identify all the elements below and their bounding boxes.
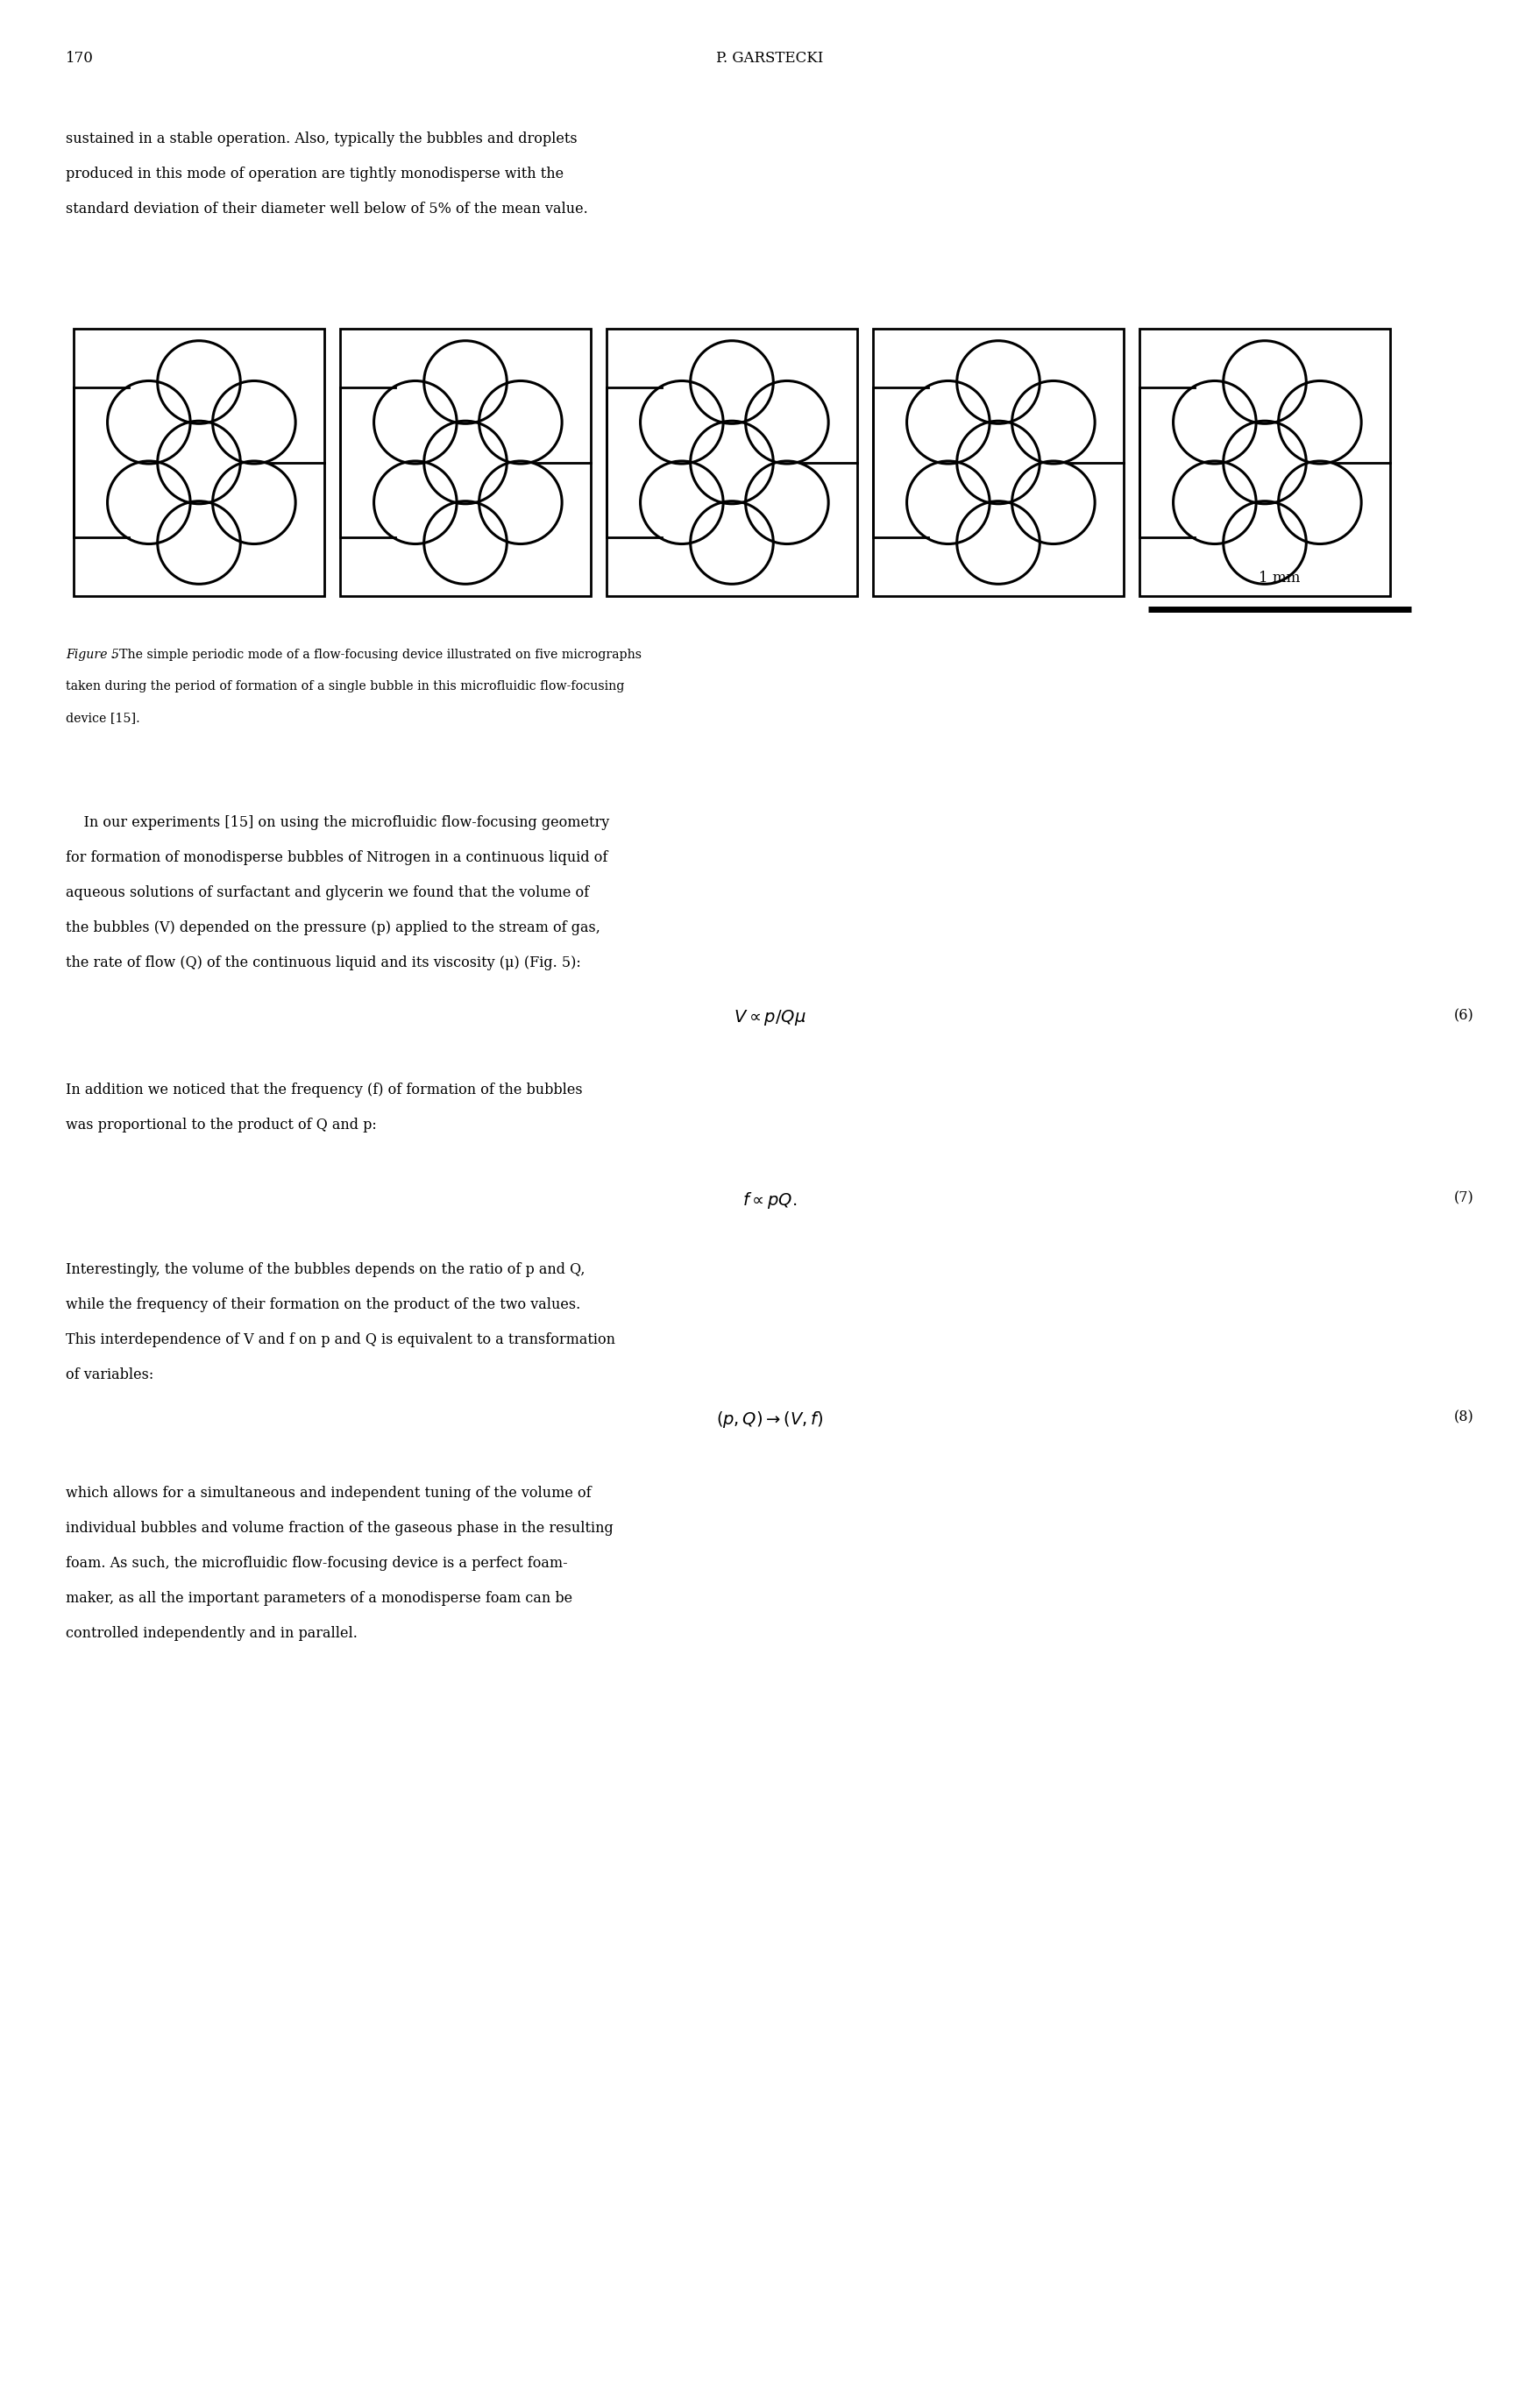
Text: for formation of monodisperse bubbles of Nitrogen in a continuous liquid of: for formation of monodisperse bubbles of… <box>66 850 608 864</box>
Bar <box>1140 329 1391 595</box>
Text: 1 mm: 1 mm <box>1258 571 1300 586</box>
Text: sustained in a stable operation. Also, typically the bubbles and droplets: sustained in a stable operation. Also, t… <box>66 132 578 146</box>
Text: individual bubbles and volume fraction of the gaseous phase in the resulting: individual bubbles and volume fraction o… <box>66 1522 613 1536</box>
Text: $f \propto pQ.$: $f \propto pQ.$ <box>742 1190 798 1210</box>
Text: P. GARSTECKI: P. GARSTECKI <box>716 50 824 65</box>
Bar <box>607 329 858 595</box>
Text: aqueous solutions of surfactant and glycerin we found that the volume of: aqueous solutions of surfactant and glyc… <box>66 886 590 900</box>
Text: In our experiments [15] on using the microfluidic flow-focusing geometry: In our experiments [15] on using the mic… <box>66 816 610 830</box>
Text: $V \propto p/Q\mu$: $V \propto p/Q\mu$ <box>733 1008 807 1027</box>
Text: was proportional to the product of Q and p:: was proportional to the product of Q and… <box>66 1118 377 1133</box>
Text: which allows for a simultaneous and independent tuning of the volume of: which allows for a simultaneous and inde… <box>66 1486 591 1500</box>
Text: device [15].: device [15]. <box>66 713 140 725</box>
Text: (6): (6) <box>1454 1008 1474 1022</box>
Text: In addition we noticed that the frequency (f) of formation of the bubbles: In addition we noticed that the frequenc… <box>66 1082 582 1097</box>
Text: (8): (8) <box>1454 1409 1474 1423</box>
Text: This interdependence of V and f on p and Q is equivalent to a transformation: This interdependence of V and f on p and… <box>66 1332 616 1346</box>
Text: the bubbles (V) depended on the pressure (p) applied to the stream of gas,: the bubbles (V) depended on the pressure… <box>66 919 601 936</box>
Bar <box>340 329 591 595</box>
Text: taken during the period of formation of a single bubble in this microfluidic flo: taken during the period of formation of … <box>66 679 624 694</box>
Text: while the frequency of their formation on the product of the two values.: while the frequency of their formation o… <box>66 1298 581 1313</box>
Text: . The simple periodic mode of a flow-focusing device illustrated on five microgr: . The simple periodic mode of a flow-foc… <box>111 648 642 660</box>
Text: standard deviation of their diameter well below of 5% of the mean value.: standard deviation of their diameter wel… <box>66 202 588 216</box>
Text: foam. As such, the microfluidic flow-focusing device is a perfect foam-: foam. As such, the microfluidic flow-foc… <box>66 1555 568 1570</box>
Bar <box>74 329 325 595</box>
Bar <box>873 329 1124 595</box>
Text: (7): (7) <box>1454 1190 1474 1205</box>
Text: 170: 170 <box>66 50 94 65</box>
Text: maker, as all the important parameters of a monodisperse foam can be: maker, as all the important parameters o… <box>66 1591 573 1606</box>
Text: produced in this mode of operation are tightly monodisperse with the: produced in this mode of operation are t… <box>66 166 564 182</box>
Text: Figure 5: Figure 5 <box>66 648 119 660</box>
Text: of variables:: of variables: <box>66 1368 154 1382</box>
Text: $(p, Q) \rightarrow (V, f)$: $(p, Q) \rightarrow (V, f)$ <box>716 1409 824 1430</box>
Text: the rate of flow (Q) of the continuous liquid and its viscosity (μ) (Fig. 5):: the rate of flow (Q) of the continuous l… <box>66 955 581 970</box>
Text: controlled independently and in parallel.: controlled independently and in parallel… <box>66 1627 357 1642</box>
Text: Interestingly, the volume of the bubbles depends on the ratio of p and Q,: Interestingly, the volume of the bubbles… <box>66 1262 585 1277</box>
